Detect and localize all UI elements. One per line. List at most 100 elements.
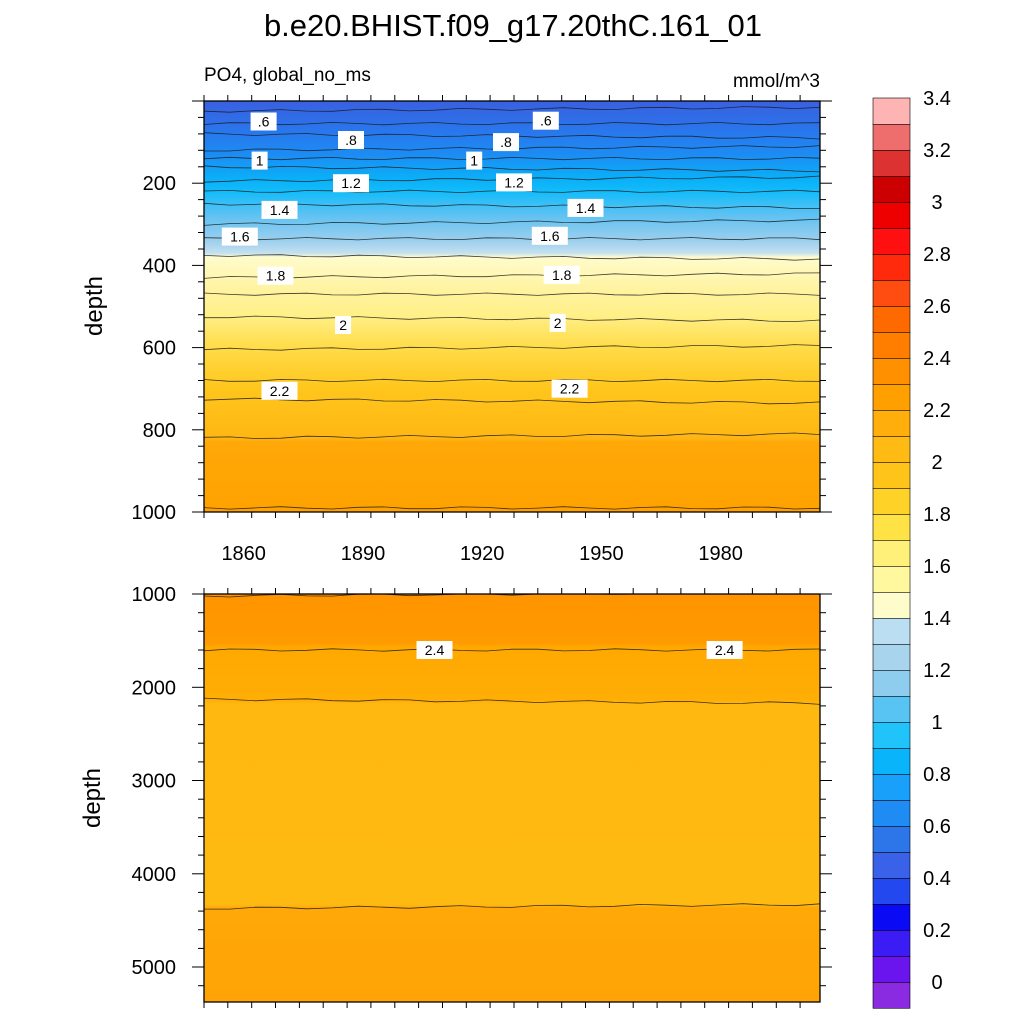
contour-label-text: 1.2 [341,175,361,191]
colorbar-label: 3 [931,192,942,214]
contour-line [203,292,821,296]
contour-label: .8 [493,133,519,152]
y-tick-label: 3000 [132,771,177,793]
lower-panel: 2.4 2.4 1000 2000 3000 4000 5000 depth [79,584,832,1008]
colorbar-label: 1.2 [923,660,951,682]
contour-label-text: 2.4 [425,642,445,658]
contour-label: 1.8 [257,266,294,285]
contour-label-text: .6 [540,113,552,129]
contour-line [203,165,821,173]
contour-line [203,378,821,383]
contour-label-text: 2.2 [270,383,290,399]
upper-contour-labels: .6 .6 .8 .8 1 1 1.2 1.2 1.4 1.4 1.6 1.6 1.8 1.8 2 2 2.2 2… [221,111,604,400]
contour-label-box [543,265,580,284]
contour-line [203,506,821,510]
colorbar-label: 0.6 [923,816,951,838]
contour-line [203,156,821,161]
y-tick-label: 600 [143,338,176,360]
contour-label-box [567,198,604,217]
contour-label: 1 [251,151,268,170]
colorbar-swatch [872,539,911,567]
upper-ylabel: depth [81,276,108,336]
colorbar-swatch [872,929,911,957]
colorbar-swatch [872,97,911,125]
colorbar-label: 2.2 [923,400,951,422]
colorbar-label: 2.8 [923,244,951,266]
colorbar-swatch [872,565,911,593]
upper-contours [203,106,821,510]
contour-line [203,106,821,113]
contour-label: 2.2 [551,379,588,398]
upper-field [204,101,820,512]
contour-label: 1.4 [261,200,298,219]
x-tick-label: 1890 [341,543,386,565]
colorbar-swatch [872,383,911,411]
contour-label-box [261,381,298,400]
contour-label-text: 2 [339,317,347,333]
colorbar-swatch [872,747,911,775]
colorbar-swatch [872,435,911,463]
contour-label-box [333,174,369,193]
colorbar-label: 0.4 [923,868,951,890]
contour-label-box [531,226,568,245]
colorbar-swatch [872,305,911,333]
colorbar-swatch [872,695,911,723]
colorbar-swatch [872,669,911,697]
colorbar-label: 1.6 [923,556,951,578]
colorbar-label: 0.8 [923,764,951,786]
contour-label: .8 [338,131,364,149]
contour-label: 1.6 [221,227,258,246]
contour-label: 1.2 [333,174,369,193]
contour-label: 2 [335,316,352,334]
contour-label-box [496,173,532,192]
contour-line [203,344,821,351]
lower-field [204,594,820,1002]
y-tick-label: 400 [143,255,176,277]
colorbar-swatch [872,461,911,489]
colorbar: 0 0.2 0.4 0.6 0.8 1 1.2 1.4 1.6 1.8 2 2.2 2.4 2.6 2.8 3… [872,88,951,1009]
upper-panel: .6.6.8.81 11.2 1.21.4 1.41.6 1.61.8 1.82 22.2 2… [81,95,832,565]
contour-label: 1.2 [496,173,532,192]
contour-label: 2.4 [706,641,743,659]
contour-label-text: .8 [345,132,357,148]
colorbar-swatch [872,123,911,151]
contour-label: 2.4 [416,641,453,659]
contour-label: .6 [250,112,277,131]
x-tick-label: 1860 [221,543,266,565]
left-subtitle: PO4, global_no_ms [204,65,371,86]
contour-label-text: 1.8 [266,268,286,284]
contour-line [204,315,821,323]
contour-line [203,121,821,126]
contour-label-box [261,200,298,219]
colorbar-swatch [872,643,911,671]
colorbar-swatch [872,487,911,515]
contour-line [204,903,821,910]
x-tick-label: 1920 [460,543,505,565]
y-tick-label: 2000 [132,677,177,699]
contour-line [203,202,821,210]
colorbar-label: 1.4 [923,608,951,630]
x-tick-label: 1980 [698,543,743,565]
colorbar-label: 2.4 [923,348,951,370]
colorbar-swatch [872,253,911,281]
y-tick-label: 800 [143,420,176,442]
y-tick-label: 200 [143,173,176,195]
colorbar-swatch [872,955,911,983]
chart-title: b.e20.BHIST.f09_g17.20thC.161_01 [264,8,762,43]
contour-label-text: 1.8 [552,267,572,283]
upper-y-ticks: 200 400 600 800 1000 [132,100,832,524]
colorbar-label: 1 [931,712,942,734]
contour-label: 2 [549,313,566,332]
contour-label-text: 1 [256,153,264,169]
colorbar-swatch [872,409,911,437]
contour-label-text: 1.4 [576,200,596,216]
colorbar-swatch [872,227,911,255]
colorbar-label: 0 [931,972,942,994]
contour-label: 1.4 [567,198,604,217]
contour-label-box [257,266,294,285]
contour-label: 2.2 [261,381,298,400]
y-tick-label: 1000 [132,584,177,606]
contour-label: .6 [532,111,559,130]
contour-label-text: 2 [554,315,562,331]
